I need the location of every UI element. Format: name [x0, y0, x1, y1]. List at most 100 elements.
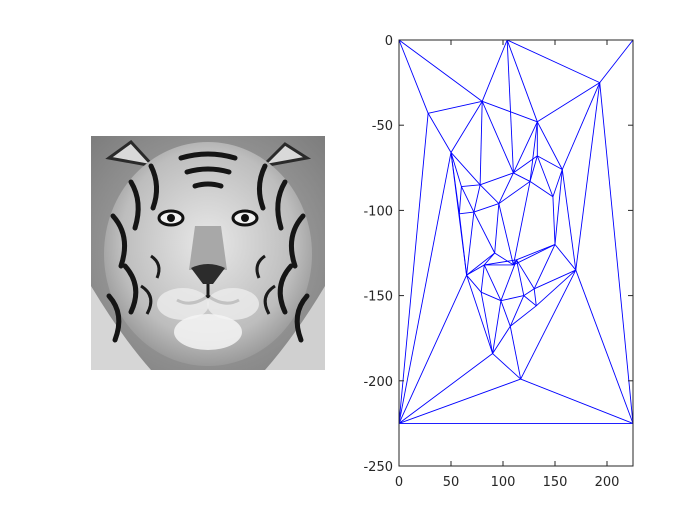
- x-tick-label: 0: [395, 475, 403, 490]
- mesh-edge-72: [480, 264, 485, 293]
- mesh-edge-52: [529, 181, 554, 198]
- x-tick-label: 100: [491, 475, 516, 490]
- mesh-edge-17: [481, 39, 508, 102]
- mesh-edge-36: [513, 155, 538, 174]
- mesh-edge-78: [480, 291, 502, 302]
- y-tick-label: -100: [363, 204, 393, 219]
- mesh-edge-34: [498, 172, 514, 204]
- mesh-edge-22: [506, 39, 538, 122]
- mesh-edge-19: [450, 101, 483, 153]
- mesh-edge-13: [398, 39, 429, 114]
- mesh-edge-59: [494, 252, 514, 266]
- mesh-edge-47: [473, 184, 481, 213]
- mesh-edge-44: [458, 186, 462, 214]
- mesh-edge-93: [509, 326, 522, 380]
- x-tick-label: 200: [595, 475, 620, 490]
- mesh-edge-70: [398, 274, 468, 424]
- mesh-edge-94: [492, 353, 521, 380]
- mesh-edge-28: [450, 152, 462, 187]
- mesh-edge-15: [398, 113, 429, 424]
- mesh-edge-12: [398, 39, 483, 102]
- mesh-edge-27: [529, 121, 538, 182]
- mesh-edge-10: [561, 82, 601, 170]
- mesh-edge-82: [523, 295, 537, 307]
- mesh-edge-20: [481, 101, 514, 174]
- mesh-edge-90: [520, 269, 577, 380]
- mesh-edge-87: [510, 305, 537, 327]
- axis-ticks: [398, 39, 633, 467]
- mesh-edge-57: [466, 212, 475, 276]
- mesh-edge-79: [500, 295, 524, 302]
- mesh-edges: [398, 39, 634, 424]
- mesh-edge-60: [483, 252, 496, 266]
- mesh-edge-56: [458, 213, 468, 276]
- mesh-edge-71: [466, 275, 494, 354]
- mesh-edge-8: [599, 82, 634, 424]
- mesh-edge-68: [466, 264, 485, 276]
- y-tick-label: -250: [363, 460, 393, 475]
- mesh-edge-21: [479, 101, 483, 185]
- mesh-edge-45: [460, 186, 475, 213]
- axes-box: [398, 39, 634, 467]
- mesh-edge-80: [500, 300, 511, 327]
- mesh-edge-95: [398, 353, 493, 424]
- mesh-edge-18: [482, 100, 538, 123]
- mesh-edge-42: [561, 169, 577, 271]
- mesh-edge-50: [494, 203, 500, 254]
- mesh-edge-58: [473, 211, 496, 254]
- mesh-edge-73: [484, 259, 517, 266]
- mesh-edge-33: [479, 172, 514, 186]
- tiger-face-image: [91, 136, 325, 370]
- x-tick-label: 150: [543, 475, 568, 490]
- y-tick-label: -200: [363, 375, 393, 390]
- mesh-edge-46: [479, 184, 500, 204]
- mesh-edge-96: [398, 378, 521, 424]
- x-tick-label: 50: [443, 475, 460, 490]
- mesh-edge-88: [480, 292, 494, 354]
- mesh-edge-77: [500, 259, 517, 301]
- mesh-edge-41: [554, 169, 563, 245]
- mesh-edge-89: [534, 269, 576, 290]
- mesh-edge-40: [552, 169, 563, 197]
- mesh-edge-61: [466, 252, 495, 276]
- mesh-edge-26: [536, 121, 563, 170]
- mesh-edge-37: [529, 155, 538, 182]
- mesh-edge-38: [537, 155, 563, 170]
- mesh-edge-81: [492, 300, 502, 354]
- mesh-edge-62: [513, 244, 556, 266]
- mesh-edge-31: [398, 152, 452, 424]
- mesh-edge-55: [459, 211, 474, 215]
- mesh-edge-6: [506, 39, 600, 84]
- mesh-edge-7: [599, 39, 634, 83]
- mesh-edge-43: [461, 184, 481, 187]
- mesh-edge-9: [537, 82, 600, 123]
- mesh-edge-14: [428, 100, 483, 114]
- mesh-edge-84: [509, 295, 525, 327]
- mesh-edge-66: [533, 244, 556, 289]
- mesh-edge-53: [512, 181, 531, 266]
- mesh-edge-23: [506, 39, 514, 173]
- mesh-edge-54: [552, 196, 556, 245]
- y-tick-label: -150: [363, 290, 393, 305]
- tiger-photo: [91, 136, 325, 370]
- mesh-edge-83: [523, 288, 535, 296]
- axis-tick-labels: 0 50 100 150 200 0 -50 -100 -150 -200 -250: [363, 34, 619, 490]
- mesh-edge-11: [575, 82, 601, 271]
- mesh-edge-67: [554, 244, 577, 271]
- mesh-edge-29: [450, 152, 481, 186]
- y-tick-label: -50: [372, 119, 393, 134]
- mesh-edge-65: [516, 244, 556, 261]
- mesh-edge-39: [536, 155, 554, 197]
- mesh-edge-49: [473, 203, 499, 213]
- mesh-edge-75: [516, 259, 535, 290]
- y-tick-label: 0: [385, 34, 393, 49]
- mesh-edge-91: [575, 269, 634, 424]
- mesh-edge-24: [512, 121, 538, 174]
- mesh-edge-74: [483, 264, 502, 301]
- mesh-edge-85: [533, 288, 537, 306]
- mesh-edge-92: [492, 326, 511, 354]
- mesh-edge-35: [513, 172, 531, 182]
- mesh-edge-69: [466, 274, 482, 293]
